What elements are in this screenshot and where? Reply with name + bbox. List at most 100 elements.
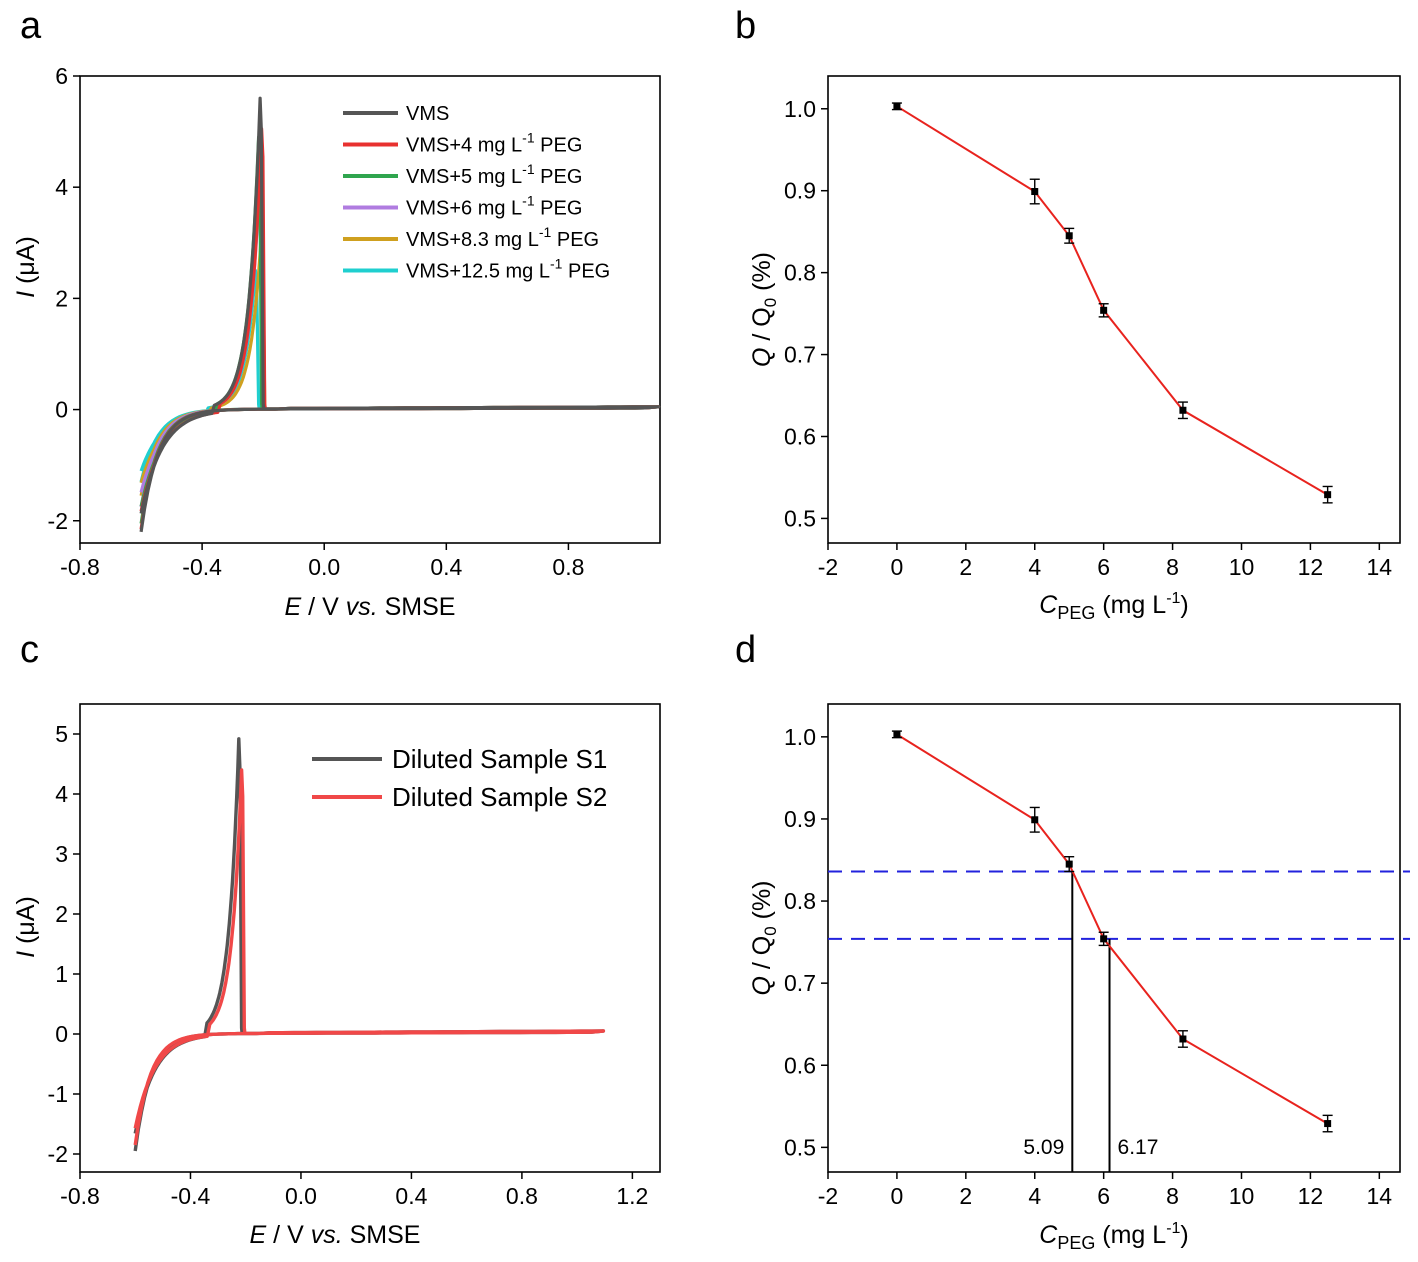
x-tick-label-b: 4	[1028, 554, 1041, 580]
data-point-d	[1324, 1120, 1332, 1128]
series-line-b	[896, 105, 1329, 496]
data-point-d	[1100, 935, 1108, 943]
data-point-d	[1065, 860, 1073, 868]
x-tick-label-c: 1.2	[616, 1183, 648, 1209]
x-tick-label-d: 10	[1229, 1183, 1255, 1209]
plot-frame-c	[79, 703, 661, 1173]
panel-label-a: a	[20, 5, 42, 47]
data-point-d	[1179, 1035, 1187, 1043]
legend-entry-c: Diluted Sample S2	[392, 782, 607, 812]
x-tick-label-d: -2	[818, 1183, 838, 1209]
y-tick-label-c: 2	[55, 901, 68, 927]
plot-frame-b	[827, 75, 1401, 544]
x-tick-label-d: 6	[1097, 1183, 1110, 1209]
y-tick-label-c: 1	[55, 961, 68, 987]
legend-a: VMS VMS+4 mg L-1 PEG VMS+5 mg L-1 PEG VMS+6…	[343, 103, 610, 283]
x-axis-title-d: CPEG (mg L-1)	[1039, 1220, 1189, 1253]
legend-entry-a: VMS+5 mg L-1 PEG	[406, 161, 582, 188]
x-tick-label-c: -0.4	[171, 1183, 211, 1209]
y-tick-label-c: 4	[55, 781, 68, 807]
plot-area-b	[891, 102, 1333, 504]
legend-c: Diluted Sample S1 Diluted Sample S2	[312, 744, 607, 812]
y-tick-label-a: 2	[55, 285, 68, 311]
x-tick-label-a: -0.8	[60, 554, 100, 580]
data-point-b	[893, 102, 901, 110]
x-tick-label-d: 2	[959, 1183, 972, 1209]
axes-d: -2 0 2 4 6 8 10 12 14 0.5 0.6 0.7 0.8 0.9 1.0 5.09 6.17 C…	[748, 703, 1410, 1253]
y-tick-label-b: 0.9	[784, 178, 816, 204]
plot-area-d: 5.09 6.17	[828, 730, 1410, 1172]
y-tick-label-a: 0	[55, 397, 68, 423]
x-axis-title-c: E / V vs. SMSE	[250, 1221, 421, 1249]
x-tick-label-b: 6	[1097, 554, 1110, 580]
y-tick-label-b: 1.0	[784, 96, 816, 122]
y-axis-title-c: I (μA)	[12, 896, 40, 958]
legend-entry-a: VMS+6 mg L-1 PEG	[406, 193, 582, 220]
x-tick-label-d: 8	[1166, 1183, 1179, 1209]
y-tick-label-d: 0.5	[784, 1134, 816, 1160]
series-line-a	[139, 135, 661, 524]
axes-c: -0.8 -0.4 0.0 0.4 0.8 1.2 -2 -1 0 1 2 3 4 5 Diluted Sa…	[12, 703, 661, 1249]
panel-label-c: c	[20, 629, 39, 671]
x-tick-label-c: -0.8	[60, 1183, 100, 1209]
plot-area-a	[139, 96, 661, 533]
x-tick-label-d: 4	[1028, 1183, 1041, 1209]
panel-label-d: d	[735, 629, 756, 671]
x-axis-title-b: CPEG (mg L-1)	[1039, 590, 1189, 623]
series-line-a	[139, 96, 661, 533]
vline-label-d: 6.17	[1118, 1136, 1159, 1159]
x-tick-label-b: 2	[959, 554, 972, 580]
axes-a: -0.8 -0.4 0.0 0.4 0.8 -2 0 2 4 6 VMS VMS+4 mg L-1 P…	[12, 63, 661, 621]
x-tick-label-c: 0.8	[506, 1183, 538, 1209]
x-tick-label-a: -0.4	[182, 554, 222, 580]
series-line-a	[139, 168, 661, 508]
y-tick-label-a: 6	[55, 63, 68, 89]
y-tick-label-d: 0.9	[784, 806, 816, 832]
y-tick-label-c: -1	[48, 1081, 68, 1107]
vline-label-d: 5.09	[1023, 1136, 1064, 1159]
y-tick-label-c: 0	[55, 1021, 68, 1047]
y-tick-label-d: 1.0	[784, 724, 816, 750]
y-tick-label-b: 0.8	[784, 260, 816, 286]
y-tick-label-a: 4	[55, 174, 68, 200]
series-line-a	[139, 127, 661, 530]
plot-frame-a	[79, 75, 661, 544]
y-tick-label-b: 0.7	[784, 342, 816, 368]
x-tick-label-b: 0	[891, 554, 904, 580]
legend-entry-c: Diluted Sample S1	[392, 744, 607, 774]
data-point-b	[1031, 188, 1039, 196]
series-line-d	[896, 733, 1329, 1125]
x-tick-label-b: -2	[818, 554, 838, 580]
series-line-c	[133, 768, 606, 1146]
y-tick-label-d: 0.6	[784, 1052, 816, 1078]
x-tick-label-a: 0.8	[552, 554, 584, 580]
x-tick-label-c: 0.0	[285, 1183, 317, 1209]
plot-area-c	[133, 737, 606, 1152]
y-tick-label-b: 0.5	[784, 505, 816, 531]
y-tick-label-b: 0.6	[784, 423, 816, 449]
y-tick-label-c: 3	[55, 841, 68, 867]
x-tick-label-d: 0	[891, 1183, 904, 1209]
x-tick-label-a: 0.4	[430, 554, 462, 580]
y-tick-label-c: -2	[48, 1141, 68, 1167]
y-axis-title-a: I (μA)	[12, 236, 40, 298]
x-tick-label-a: 0.0	[308, 554, 340, 580]
series-line-a	[139, 269, 661, 483]
x-tick-label-b: 14	[1367, 554, 1393, 580]
x-tick-label-d: 12	[1298, 1183, 1324, 1209]
x-tick-label-b: 12	[1298, 554, 1324, 580]
data-point-d	[893, 730, 901, 738]
legend-entry-a: VMS	[406, 103, 449, 125]
y-tick-label-c: 5	[55, 721, 68, 747]
legend-entry-a: VMS+8.3 mg L-1 PEG	[406, 224, 599, 251]
data-point-b	[1100, 306, 1108, 314]
y-axis-title-d: Q / Q0 (%)	[748, 880, 780, 995]
x-tick-label-c: 0.4	[395, 1183, 427, 1209]
axes-b: -2 0 2 4 6 8 10 12 14 0.5 0.6 0.7 0.8 0.9 1.0 CPEG (mg …	[748, 75, 1401, 623]
data-point-d	[1031, 816, 1039, 824]
legend-entry-a: VMS+12.5 mg L-1 PEG	[406, 256, 610, 283]
x-tick-label-b: 10	[1229, 554, 1255, 580]
data-point-b	[1324, 491, 1332, 499]
y-tick-label-a: -2	[48, 508, 68, 534]
